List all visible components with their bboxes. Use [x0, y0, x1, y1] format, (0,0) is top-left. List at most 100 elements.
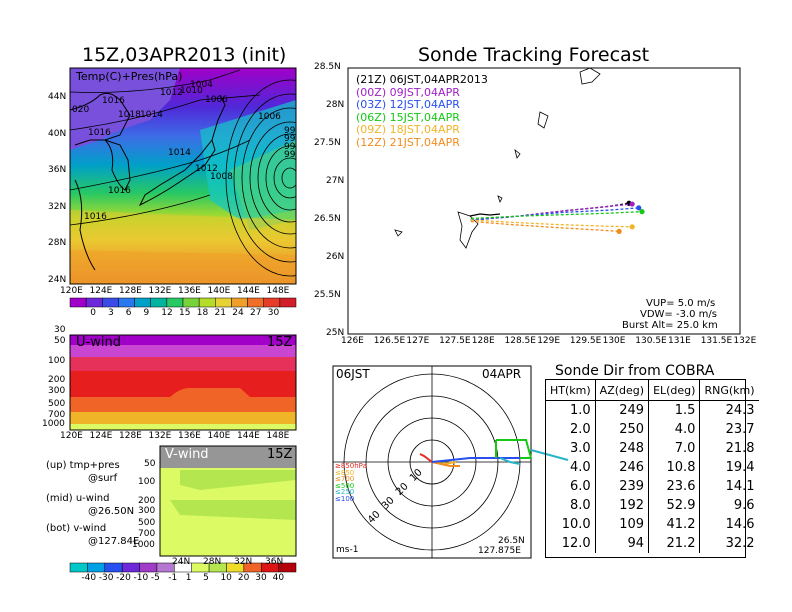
track-end-point	[639, 209, 645, 215]
tracking-lat-tick: 26.5N	[314, 214, 341, 224]
track-series-line	[470, 220, 620, 233]
sonde-table: HT(km) AZ(deg) EL(deg) RNG(km) 1.0 249 1.5 24.3…	[546, 380, 759, 553]
u-y-tick: 500	[48, 399, 66, 409]
polar-level-entry: ≤250	[335, 488, 355, 496]
table-cell: 4.0	[648, 420, 700, 439]
polar-lat: 26.5N	[498, 536, 525, 546]
table-cell: 3.0	[569, 441, 591, 456]
track-end-point	[636, 205, 642, 211]
map-lat-tick: 44N	[48, 92, 67, 102]
table-cell: 250	[594, 420, 649, 439]
tracking-lon-tick: 127E	[406, 336, 430, 346]
table-row: 3.0 248 7.0 21.8	[546, 439, 759, 458]
polar-lon: 127.875E	[478, 546, 521, 556]
map-lon-tick: 140E	[207, 286, 231, 296]
map-title: 15Z,03APR2013 (init)	[82, 44, 287, 66]
v-colorbar-tick: -5	[150, 573, 160, 583]
u-x-tick: 144E	[237, 431, 260, 441]
map-colorbar-tick: 6	[125, 308, 132, 318]
map-colorbar-tick: 0	[90, 308, 96, 318]
table-cell: 239	[594, 477, 649, 496]
table-cell: 12.0	[561, 536, 591, 551]
table-row: 2.0 250 4.0 23.7	[546, 420, 759, 439]
map-lon-tick: 132E	[148, 286, 172, 296]
isobar-label: 99	[284, 150, 296, 160]
table-row: 10.0 109 41.2 14.6	[546, 515, 759, 534]
table-cell: 109	[594, 515, 649, 534]
track-end-point	[629, 224, 635, 230]
table-cell: 41.2	[648, 515, 700, 534]
table-cell: 7.0	[648, 439, 700, 458]
isobar-label: 1008	[210, 172, 233, 182]
colorbar-cell	[166, 297, 184, 308]
isobar-label: 1012	[195, 164, 218, 174]
u-y-tick: 100	[48, 356, 66, 366]
map-colorbar-tick: 15	[179, 308, 191, 318]
track-end-point	[616, 228, 622, 234]
table-cell: 52.9	[648, 496, 700, 515]
v-y-tick: 200	[138, 496, 156, 506]
legend-bot: (bot) v-wind	[46, 523, 107, 534]
legend-bot2: @127.84E	[88, 536, 140, 547]
colorbar-cell	[69, 562, 88, 573]
isobar-label: 1018	[118, 110, 141, 120]
map-colorbar-tick: 27	[250, 308, 262, 318]
tracking-lon-tick: 128E	[471, 336, 495, 346]
v-colorbar-tick: 30	[255, 573, 267, 583]
param-vup: VUP= 5.0 m/s	[646, 298, 716, 309]
map-lat-tick: 24N	[48, 274, 67, 285]
colorbar-cell	[85, 297, 103, 308]
polar-date: 04APR	[482, 367, 522, 381]
map-lat-tick: 40N	[48, 128, 67, 139]
v-colorbar-tick: 10	[220, 573, 232, 583]
v-colorbar-tick: -40	[81, 573, 97, 583]
tracking-legend-entry: (06Z) 15JST,04APR	[356, 110, 460, 124]
isobar-label: 99	[284, 142, 296, 152]
tracking-lon-tick: 132E	[733, 336, 757, 346]
table-cell: 21.8	[699, 439, 759, 458]
map-colorbar-tick: 12	[161, 308, 173, 318]
isobar-label: 1012	[160, 88, 183, 98]
sonde-table-title: Sonde Dir from COBRA	[555, 363, 715, 379]
table-cell: 23.6	[648, 477, 700, 496]
colorbar-cell	[102, 297, 119, 308]
legend-up2: @surf	[88, 473, 118, 484]
v-colorbar	[69, 562, 297, 573]
v-colorbar-tick: 20	[237, 573, 250, 583]
u-y-tick: 30	[54, 325, 66, 335]
isobar-label: 1016	[108, 186, 131, 196]
polar-unit: ms-1	[336, 545, 359, 555]
isobar-label: 1016	[102, 96, 125, 106]
v-colorbar-tick: 5	[203, 573, 209, 583]
v-colorbar-tick: -20	[116, 573, 131, 583]
table-row: 4.0 246 10.8 19.4	[546, 458, 759, 477]
map-lat-tick: 32N	[48, 201, 67, 212]
colorbar-cell	[182, 297, 200, 308]
tracking-lon-tick: 130.5E	[635, 336, 667, 346]
isobar-label: 99	[284, 134, 296, 144]
table-row: 8.0 192 52.9 9.6	[546, 496, 759, 515]
v-colorbar-tick: -1	[168, 573, 178, 583]
table-row: 6.0 239 23.6 14.1	[546, 477, 759, 496]
map-lat-tick: 36N	[48, 165, 67, 175]
colorbar-cell	[278, 562, 297, 573]
sonde-table-wrap: HT(km) AZ(deg) EL(deg) RNG(km) 1.0 249 1.5 24.3…	[545, 379, 759, 558]
tracking-lat-tick: 26N	[326, 252, 345, 262]
map-colorbar-tick: 9	[143, 308, 150, 318]
track-end-point	[629, 201, 635, 207]
v-colorbar-tick: 1	[185, 573, 192, 583]
map-subtitle: Temp(C)+Pres(hPa)	[76, 70, 183, 83]
colorbar-cell	[279, 297, 297, 308]
legend-up: (up) tmp+pres	[46, 460, 120, 471]
colorbar-cell	[231, 297, 248, 308]
tracking-lat-tick: 25N	[326, 328, 345, 338]
map-lon-tick: 136E	[178, 286, 201, 296]
v-colorbar-tick: 40	[272, 573, 285, 583]
map-colorbar	[69, 297, 297, 308]
table-cell: 10.0	[561, 517, 591, 532]
tracking-lat-tick: 25.5N	[314, 290, 341, 300]
v-wind-time: 15Z	[267, 447, 293, 462]
table-cell: 6.0	[569, 479, 591, 494]
table-cell: 9.6	[699, 496, 759, 515]
